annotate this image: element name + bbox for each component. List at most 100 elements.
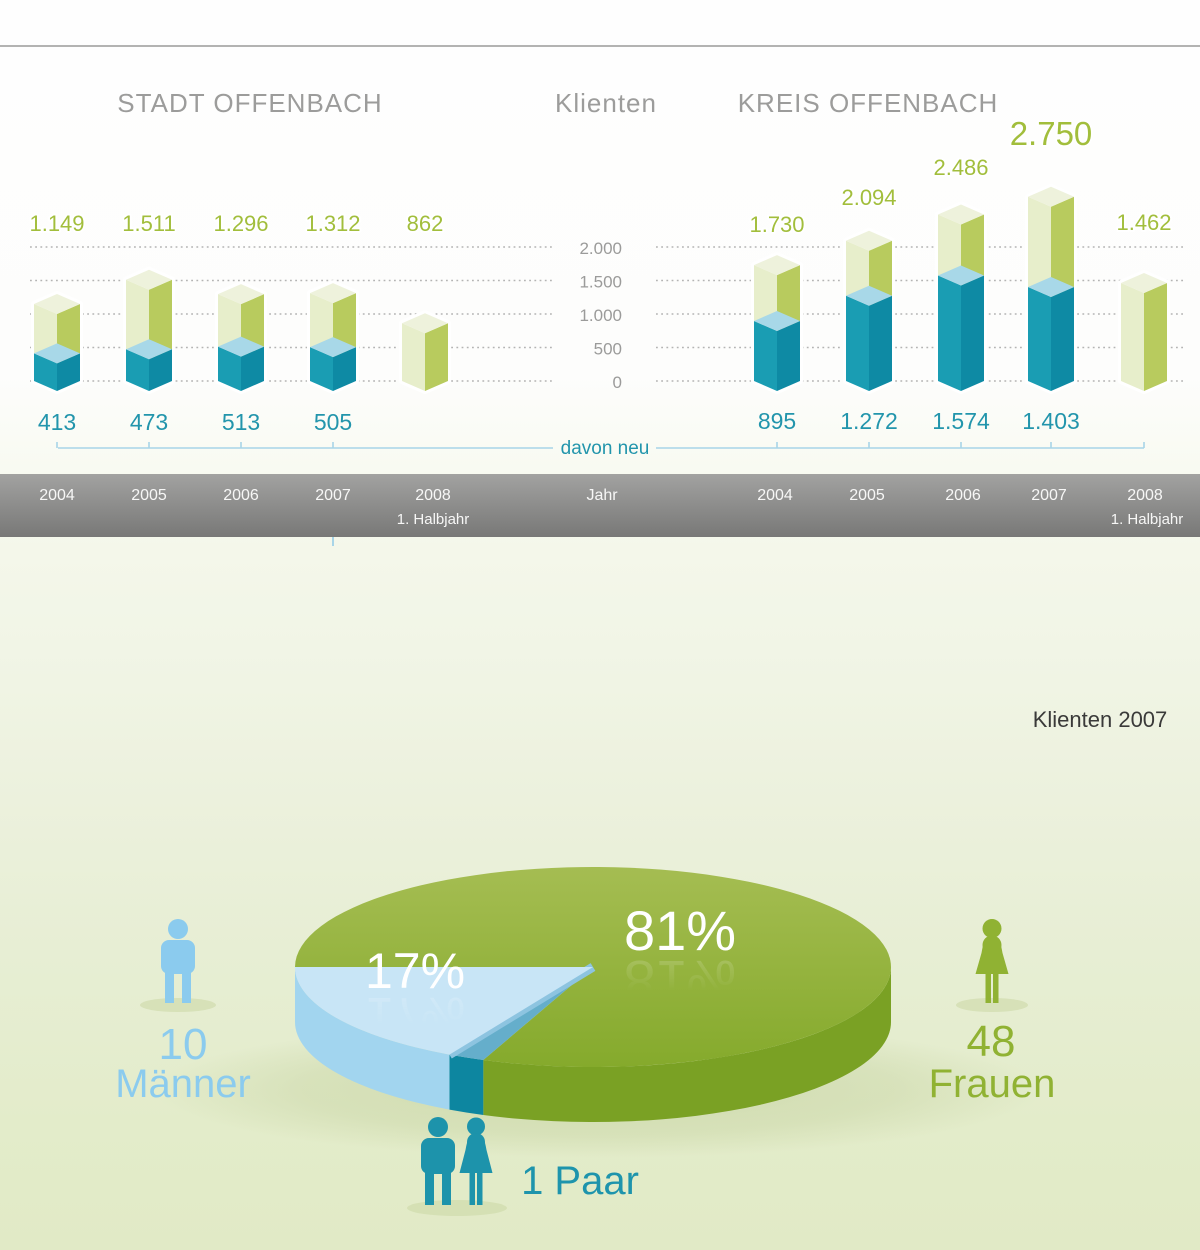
y-axis-tick-label: 0 [613,373,622,392]
bar-stadt-2006-neu-left [218,346,241,391]
man-icon [140,919,216,1012]
bar-kreis-2004-neu-right [777,321,800,391]
x-axis-year-band: Jahr 2004 2005 2006 2007 2008 2004 2005 2006 200… [0,474,1200,537]
bar-kreis-2006-total-right [961,214,984,286]
bar-kreis-2006-total-top [938,204,984,225]
band-year-stadt-2008: 2008 [415,487,451,504]
bar-kreis-2007-total-label: 2.750 [1010,115,1093,152]
woman-icon [956,919,1028,1012]
bar-stadt-2004-neu-label: 413 [38,409,76,435]
bar-kreis-2005-total-top [846,230,892,251]
bar-kreis-2006-total-left [938,214,961,286]
band-year-kreis-2005: 2005 [849,487,885,504]
bar-kreis-2008-total-top [1121,273,1167,294]
bar-kreis-2006-total-label: 2.486 [933,155,988,180]
bar-stadt-2005-total-top [126,269,172,290]
maenner-count: 10 [158,1020,208,1069]
bar-stadt-2006-neu-right [241,346,264,391]
bar-kreis-2008-total-right [1144,283,1167,391]
bar-kreis-2005-neu-right [869,295,892,391]
man-icon-figure [161,919,195,1003]
couple-icon-figures [421,1117,493,1205]
y-axis-tick-label: 1.500 [579,273,622,292]
bar-kreis-2005-neu-label: 1.272 [840,408,898,434]
bar-kreis-2004-neu-label: 895 [758,408,796,434]
bar-stadt-2004-neu-left [34,353,57,391]
frauen-count: 48 [966,1017,1016,1066]
bar-kreis-2008-total-label: 1.462 [1116,210,1171,235]
bar-kreis-2006-neu-left [938,275,961,391]
bar-stadt-2006-neu-top [218,336,264,357]
bar-kreis-2007-total-left [1028,196,1051,297]
bar-stadt-2008-total-top [402,313,448,334]
pie-label-17pct-reflection: 17% [364,987,466,1043]
bar-stadt-2007-neu-right [333,347,356,391]
bar-stadt-2006-total-top [218,284,264,305]
bar-kreis-2004-total-label: 1.730 [749,212,804,237]
bar-kreis-2006-neu-label: 1.574 [932,408,990,434]
bar-stadt-2006-total-label: 1.296 [213,211,268,236]
bar-kreis-2004-neu-left [754,321,777,391]
man-icon-shadow [140,998,216,1012]
frauen-label: Frauen [928,1062,1056,1106]
band-halbjahr-note-kreis: 1. Halbjahr [1110,511,1184,528]
bar-stadt-2005-neu-label: 473 [130,409,168,435]
bar-kreis-2008-total-left [1121,283,1144,391]
bar-stadt-2005-neu-right [149,349,172,391]
bar-kreis-2007-total-right [1051,196,1074,297]
pie-label-81pct-reflection: 81% [623,949,737,1012]
bar-kreis-2004-neu-top [754,311,800,332]
pie-side-paar [449,1054,484,1115]
band-year-kreis-2008: 2008 [1127,487,1163,504]
bar-kreis-2007-neu-left [1028,286,1051,391]
bar-kreis-2007-neu-label: 1.403 [1022,408,1080,434]
bar-stadt-2007-total-top [310,283,356,304]
bar-stadt-2008-total-left [402,323,425,391]
pie-chart-title: Klienten 2007 [1032,707,1168,732]
chart-title-klienten: Klienten [555,88,657,118]
band-year-stadt-2006: 2006 [223,487,259,504]
bar-kreis-2007-total-top [1028,186,1074,207]
pie-label-17pct: 17% [364,943,466,999]
band-year-stadt-2007: 2007 [315,487,351,504]
band-year-kreis-2007: 2007 [1031,487,1067,504]
bar-stadt-2007-neu-top [310,337,356,358]
axis-tick-mark [332,537,334,546]
bar-kreis-2005-total-label: 2.094 [841,185,896,210]
bar-stadt-2007-total-label: 1.312 [305,211,360,236]
series-label-davon-neu: davon neu [560,438,650,459]
x-axis-title-jahr: Jahr [586,487,618,504]
bar-stadt-2007-neu-left [310,347,333,391]
bar-stadt-2005-total-label: 1.511 [122,211,175,236]
paar-label: 1 Paar [521,1159,639,1203]
bar-stadt-2008-total-right [425,323,448,391]
bar-kreis-2006-neu-right [961,275,984,391]
band-year-kreis-2004: 2004 [757,487,793,504]
bar-kreis-2005-neu-top [846,285,892,306]
bar-kreis-2005-neu-left [846,295,869,391]
band-year-stadt-2005: 2005 [131,487,167,504]
pie-side-maenner [295,967,450,1110]
pie-slice-maenner [295,967,593,1055]
couple-icon [407,1117,507,1216]
maenner-label: Männer [115,1062,251,1106]
bar-kreis-2007-neu-right [1051,286,1074,391]
bar-charts-canvas: 2.000 1.500 1.000 500 0 1.149 413 1.511 473 1.296… [27,113,1186,449]
bar-stadt-2007-neu-label: 505 [314,409,352,435]
bar-stadt-2005-total-right [149,279,172,360]
chart-title-stadt: STADT OFFENBACH [117,88,383,118]
pie-label-81pct: 81% [623,899,737,962]
pie-chart-canvas [295,867,892,1123]
pie-side-frauen [483,967,892,1123]
band-halbjahr-note-stadt: 1. Halbjahr [396,511,470,528]
bar-kreis-2006-neu-top [938,265,984,286]
bar-stadt-2008-total-label: 862 [407,211,444,236]
bar-stadt-2004-total-top [34,294,80,315]
bar-kreis-2007-neu-top [1028,276,1074,297]
bar-stadt-2004-neu-top [34,343,80,364]
couple-icon-shadow [407,1200,507,1216]
chart-title-kreis: KREIS OFFENBACH [737,88,999,118]
woman-icon-shadow [956,998,1028,1012]
bar-stadt-2005-total-left [126,279,149,360]
